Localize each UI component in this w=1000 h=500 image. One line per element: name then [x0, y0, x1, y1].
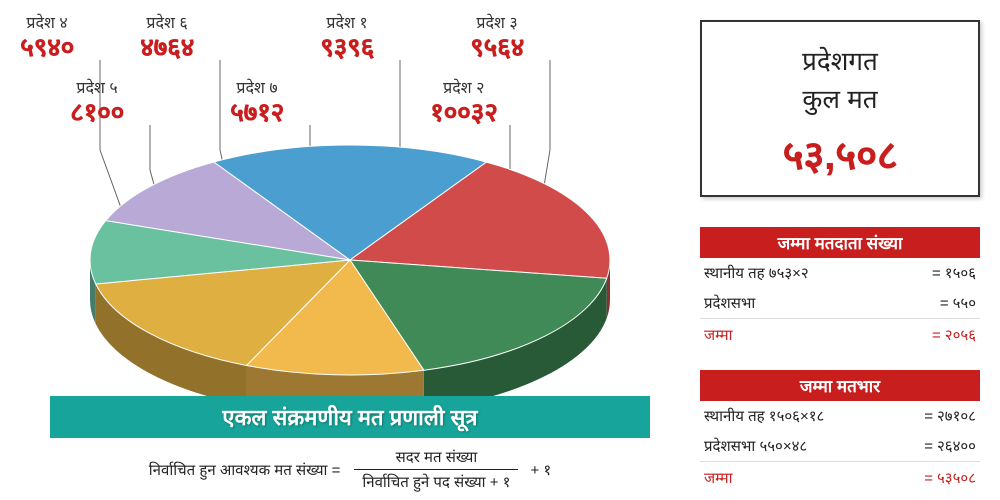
weight-row: प्रदेशसभा ५५०×४८=२६४०० [700, 431, 980, 461]
callout-p7: प्रदेश ७५७१२ [230, 80, 284, 126]
formula-band-title: एकल संक्रमणीय मत प्रणाली सूत्र [222, 405, 477, 430]
callout-value: ४७६४ [140, 33, 194, 62]
callout-value: ५९४० [20, 33, 74, 62]
chart-panel: प्रदेश ४५९४०प्रदेश ६४७६४प्रदेश १९३९६प्रद… [0, 0, 700, 500]
callout-label: प्रदेश ७ [230, 80, 284, 98]
formula-row: निर्वाचित हुन आवश्यक मत संख्या = सदर मत … [50, 447, 650, 492]
summary-panel: प्रदेशगत कुल मत ५३,५०८ जम्मा मतदाता संख्… [700, 0, 1000, 500]
voters-sum-label: जम्मा [704, 325, 732, 345]
formula-plus1: + १ [530, 460, 551, 480]
callout-label: प्रदेश ३ [470, 15, 524, 33]
callout-label: प्रदेश ६ [140, 15, 194, 33]
weight-sum-label: जम्मा [704, 468, 732, 488]
formula-numerator: सदर मत संख्या [388, 447, 486, 469]
voters-sum-value: २०५६ [945, 327, 976, 344]
callout-p1: प्रदेश १९३९६ [320, 15, 374, 61]
voters-header: जम्मा मतदाता संख्या [700, 227, 980, 258]
total-box: प्रदेशगत कुल मत ५३,५०८ [700, 20, 980, 197]
weight-sum-value: ५३५०८ [937, 470, 976, 487]
weight-section: जम्मा मतभार स्थानीय तह १५०६×१८=२७१०८प्रद… [700, 370, 980, 493]
callout-p6: प्रदेश ६४७६४ [140, 15, 194, 61]
total-big: ५३,५०८ [702, 126, 978, 181]
callout-value: ८१०० [70, 98, 124, 127]
weight-sum-row: जम्मा =५३५०८ [700, 461, 980, 493]
callout-value: ९५६४ [470, 33, 524, 62]
weight-left: स्थानीय तह १५०६×१८ [704, 406, 824, 426]
voters-right: ५५० [953, 295, 976, 312]
weight-row: स्थानीय तह १५०६×१८=२७१०८ [700, 401, 980, 431]
weight-right: २७१०८ [937, 408, 976, 425]
formula-denominator: निर्वाचित हुने पद संख्या + १ [354, 469, 518, 492]
total-line1: प्रदेशगत [702, 42, 978, 78]
formula-lhs: निर्वाचित हुन आवश्यक मत संख्या = [149, 460, 341, 480]
voters-row: स्थानीय तह ७५३×२=१५०६ [700, 258, 980, 288]
formula-fraction: सदर मत संख्या निर्वाचित हुने पद संख्या +… [354, 447, 518, 492]
callout-p2: प्रदेश २१००३२ [430, 80, 498, 126]
voters-left: स्थानीय तह ७५३×२ [704, 263, 809, 283]
voters-section: जम्मा मतदाता संख्या स्थानीय तह ७५३×२=१५०… [700, 227, 980, 350]
callout-value: ५७१२ [230, 98, 284, 127]
voters-row: प्रदेशसभा=५५० [700, 288, 980, 318]
weight-left: प्रदेशसभा ५५०×४८ [704, 436, 807, 456]
formula-band: एकल संक्रमणीय मत प्रणाली सूत्र [50, 396, 650, 438]
callout-p4: प्रदेश ४५९४० [20, 15, 74, 61]
callout-label: प्रदेश २ [430, 80, 498, 98]
callout-value: १००३२ [430, 98, 498, 127]
callout-label: प्रदेश ५ [70, 80, 124, 98]
weight-header: जम्मा मतभार [700, 370, 980, 401]
callout-label: प्रदेश १ [320, 15, 374, 33]
voters-left: प्रदेशसभा [704, 293, 755, 313]
voters-sum-row: जम्मा =२०५६ [700, 318, 980, 350]
callout-value: ९३९६ [320, 33, 374, 62]
callout-p5: प्रदेश ५८१०० [70, 80, 124, 126]
voters-right: १५०६ [945, 265, 976, 282]
pie-chart [0, 0, 700, 420]
weight-right: २६४०० [937, 438, 976, 455]
callout-label: प्रदेश ४ [20, 15, 74, 33]
callout-p3: प्रदेश ३९५६४ [470, 15, 524, 61]
total-line2: कुल मत [702, 80, 978, 116]
